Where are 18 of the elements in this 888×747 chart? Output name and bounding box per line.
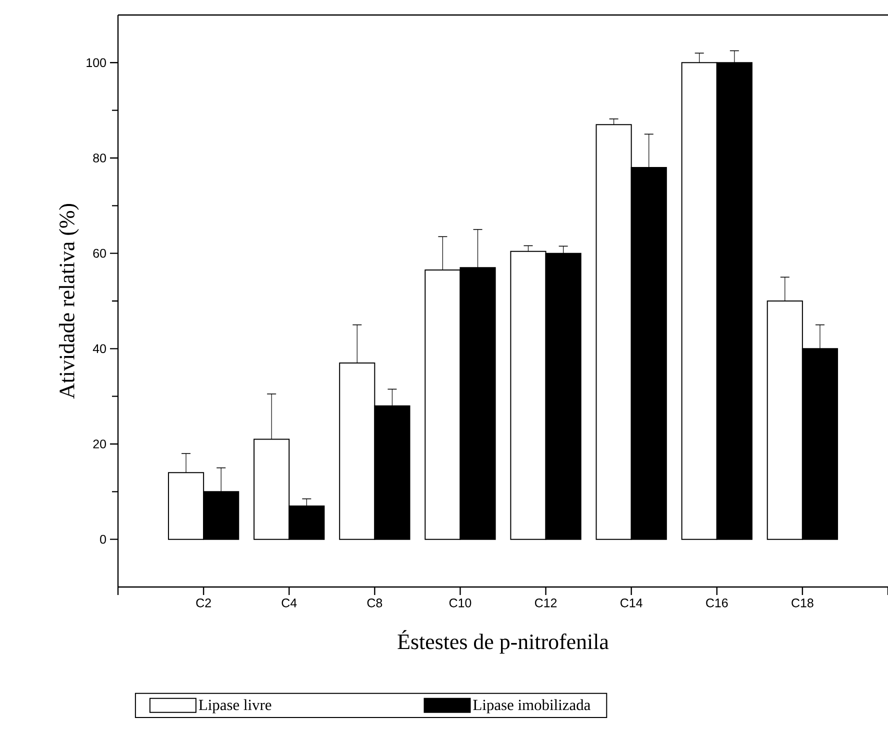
y-tick-label: 80 (93, 154, 106, 162)
x-tick-label: C4 (282, 598, 297, 608)
x-axis-title: Éstestes de p-nitrofenila (398, 630, 609, 654)
y-tick-label: 100 (86, 58, 106, 68)
y-tick-label: 60 (93, 248, 106, 258)
y-tick-label: 20 (93, 440, 106, 448)
legend-label: Lipase imobilizada (473, 699, 590, 714)
x-tick-label: C10 (449, 598, 472, 608)
y-tick-label: 0 (100, 534, 106, 544)
x-tick-label: C16 (706, 598, 728, 608)
y-axis-title: Atividade relativa (%) (58, 204, 79, 399)
legend-label: Lipase livre (198, 699, 272, 714)
y-tick-label: 40 (92, 344, 106, 354)
x-tick-label: C12 (534, 598, 557, 608)
x-tick-label: C18 (792, 598, 814, 608)
x-tick-label: C2 (196, 598, 211, 608)
x-tick-label: C14 (620, 598, 642, 608)
x-tick-label: C8 (367, 598, 382, 608)
